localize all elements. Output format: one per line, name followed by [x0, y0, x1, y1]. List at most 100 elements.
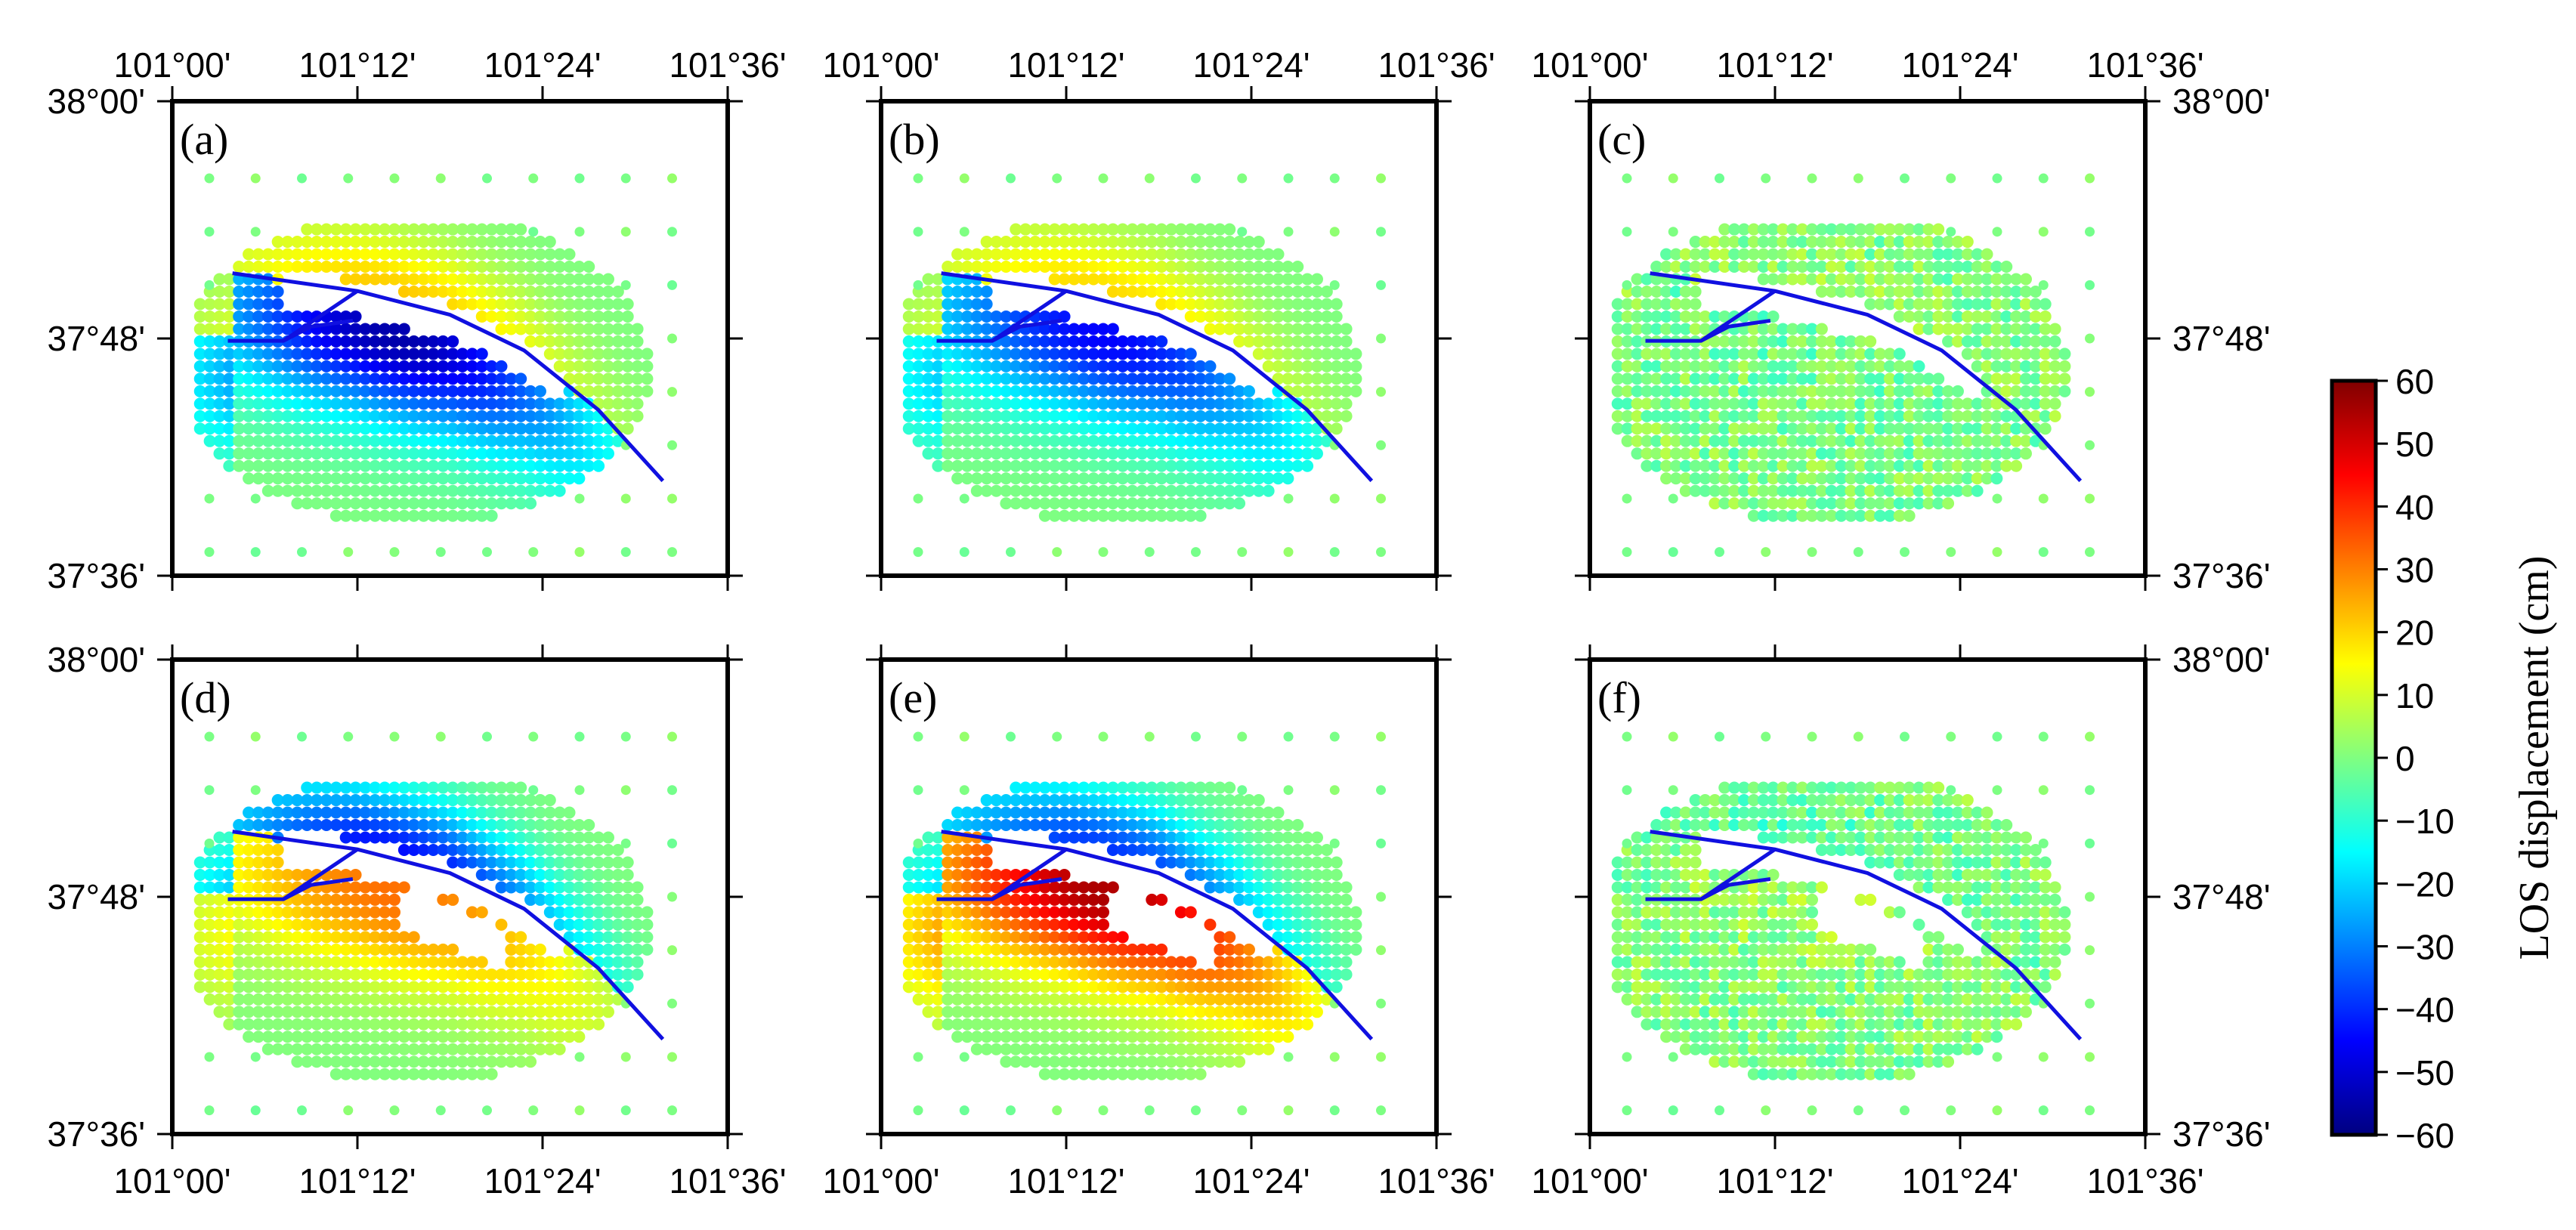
data-point [1660, 968, 1673, 981]
data-point [611, 881, 624, 894]
data-point [281, 484, 294, 497]
data-point [437, 1006, 450, 1018]
data-point [193, 931, 206, 944]
data-point [329, 993, 342, 1006]
data-point [1679, 906, 1692, 919]
data-point [417, 843, 430, 856]
data-point [2038, 547, 2049, 558]
data-point [1214, 831, 1226, 844]
data-point [583, 868, 595, 881]
data-point [1660, 298, 1673, 311]
data-point [1301, 447, 1314, 460]
data-point [1237, 227, 1248, 237]
data-point [1068, 447, 1081, 460]
data-point [1893, 236, 1906, 249]
data-point [1777, 993, 1789, 1006]
data-point [388, 1006, 400, 1018]
data-point [397, 943, 410, 956]
data-point [601, 906, 614, 919]
data-point [1340, 385, 1353, 397]
data-point [261, 372, 274, 385]
data-point [1282, 931, 1294, 944]
data-point [641, 360, 654, 372]
data-point [621, 893, 634, 906]
data-point [250, 493, 261, 504]
data-point [1330, 868, 1343, 881]
data-point [1136, 843, 1149, 856]
data-point [1883, 447, 1896, 460]
data-point [1767, 956, 1780, 969]
data-point [1913, 323, 1925, 335]
data-point [1777, 459, 1789, 472]
data-point [320, 918, 332, 931]
data-point [1310, 956, 1323, 969]
data-point [1282, 372, 1294, 385]
data-point [1650, 968, 1663, 981]
data-point [243, 868, 255, 881]
data-point [485, 856, 498, 869]
data-point [1310, 273, 1323, 286]
data-point [1376, 892, 1386, 902]
data-point [1204, 881, 1217, 894]
data-point [1038, 372, 1051, 385]
data-point [1068, 509, 1081, 522]
data-point [1252, 1031, 1265, 1043]
data-point [1262, 968, 1275, 981]
data-point [980, 459, 993, 472]
data-point [601, 881, 614, 894]
data-point [1786, 893, 1799, 906]
data-point [447, 385, 459, 397]
data-point [447, 1043, 459, 1055]
data-point [2000, 261, 2013, 274]
data-point [553, 273, 566, 286]
data-point [1737, 781, 1750, 794]
data-point [379, 335, 391, 348]
data-point [397, 484, 410, 497]
data-point [329, 497, 342, 510]
data-point [447, 422, 459, 435]
data-point [1214, 323, 1226, 335]
data-point [388, 484, 400, 497]
data-point [601, 993, 614, 1006]
data-point [1621, 397, 1634, 410]
data-point [1641, 285, 1653, 298]
data-point [912, 372, 925, 385]
data-point [243, 472, 255, 485]
data-point [1668, 227, 1678, 237]
data-point [1310, 943, 1323, 956]
data-point [1174, 447, 1187, 460]
data-point [1272, 422, 1285, 435]
data-point [1174, 360, 1187, 372]
data-point [990, 806, 1003, 819]
data-point [573, 310, 586, 323]
data-point [495, 843, 508, 856]
data-point [1194, 819, 1207, 832]
data-point [1291, 409, 1304, 422]
data-point [563, 298, 576, 311]
data-point [1669, 906, 1682, 919]
data-point [1903, 447, 1916, 460]
data-point [1737, 943, 1750, 956]
data-point [427, 806, 440, 819]
data-point [1611, 422, 1624, 435]
data-point [1146, 397, 1158, 410]
data-point [311, 993, 323, 1006]
data-point [291, 472, 304, 485]
data-point [465, 422, 478, 435]
data-point [1660, 981, 1673, 994]
data-point [397, 422, 410, 435]
data-point [1854, 509, 1867, 522]
data-point [573, 434, 586, 447]
data-point [932, 310, 945, 323]
data-point [601, 348, 614, 360]
data-point [213, 298, 226, 311]
data-point [417, 335, 430, 348]
data-point [397, 1043, 410, 1055]
data-point [1737, 360, 1750, 372]
data-point [1000, 348, 1013, 360]
data-point [583, 273, 595, 286]
data-point [1165, 794, 1178, 807]
data-point [379, 323, 391, 335]
data-point [1874, 447, 1887, 460]
data-point [1961, 273, 1974, 286]
